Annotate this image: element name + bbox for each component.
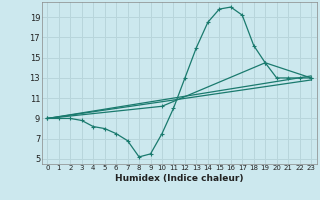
X-axis label: Humidex (Indice chaleur): Humidex (Indice chaleur) [115,174,244,183]
